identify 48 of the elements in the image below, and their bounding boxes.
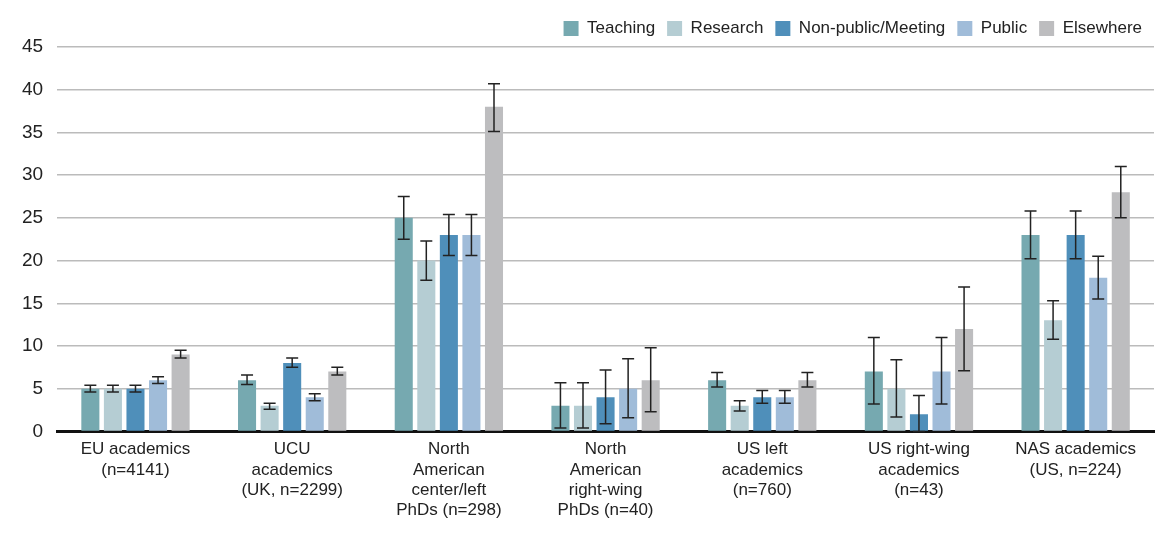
bar (126, 388, 145, 431)
legend-label: Teaching (587, 18, 656, 38)
bar (260, 405, 279, 431)
y-tick-label: 15 (21, 291, 44, 313)
bar (932, 371, 951, 431)
y-tick-label: 10 (21, 334, 44, 356)
bar (462, 234, 481, 431)
bar (887, 388, 906, 431)
x-tick-label: North American right-wing PhDs (n=40) (557, 439, 654, 520)
bar (619, 388, 638, 431)
bar (81, 388, 100, 431)
y-tick-label: 35 (21, 120, 44, 142)
bar (1044, 320, 1063, 431)
y-tick-label: 0 (32, 419, 44, 441)
bar (730, 405, 749, 431)
bar (551, 405, 570, 431)
legend-label: Elsewhere (1062, 18, 1142, 38)
y-tick-label: 45 (21, 35, 44, 57)
bar (238, 380, 257, 431)
bar (753, 397, 772, 431)
x-tick-label: North American center/left PhDs (n=298) (396, 439, 502, 520)
legend-label: Non-public/Meeting (798, 18, 946, 38)
bar (305, 397, 324, 431)
x-tick-label: US left academics (n=760) (721, 439, 803, 500)
x-tick-label: US right-wing academics (n=43) (867, 439, 970, 500)
bar (1021, 234, 1040, 431)
bar (864, 371, 883, 431)
y-tick-label: 25 (21, 206, 44, 228)
y-tick-label: 40 (21, 77, 44, 99)
bar (283, 363, 302, 431)
bar (439, 234, 458, 431)
x-tick-label: EU academics (n=4141) (80, 439, 191, 479)
bar (1089, 277, 1108, 431)
y-tick-label: 5 (32, 376, 44, 398)
bar (1066, 234, 1085, 431)
y-tick-label: 20 (21, 248, 44, 270)
bar (103, 388, 122, 431)
bar (708, 380, 727, 431)
bar (417, 260, 436, 431)
bar (394, 217, 413, 431)
legend-label: Research (690, 18, 764, 38)
bar (775, 397, 794, 431)
bar (149, 380, 168, 431)
bar (596, 397, 615, 431)
y-tick-label: 30 (21, 163, 44, 185)
legend-label: Public (980, 18, 1028, 38)
x-tick-label: NAS academics (US, n=224) (1015, 439, 1137, 479)
x-tick-label: UCU academics (UK, n=2299) (241, 439, 343, 500)
